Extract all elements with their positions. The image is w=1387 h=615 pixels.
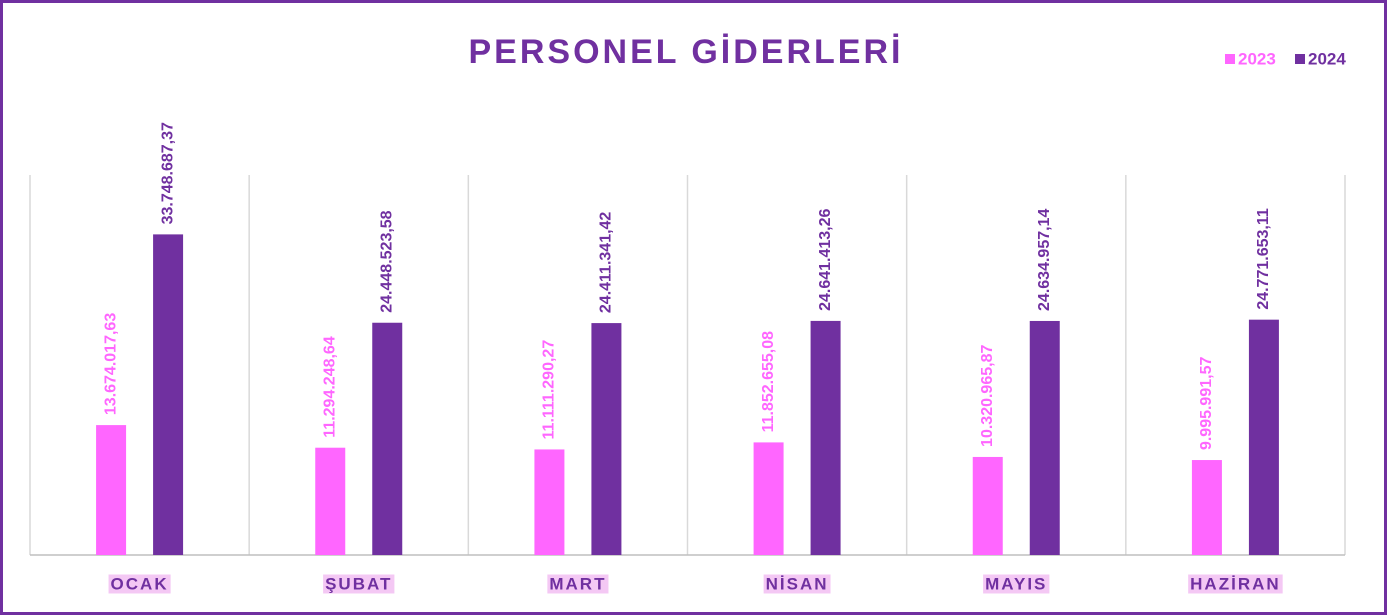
bar — [153, 234, 184, 556]
x-tick-label-bg — [983, 574, 1050, 594]
data-label: 11.111.290,27 — [541, 340, 558, 440]
data-label: 24.771.653,11 — [1255, 208, 1272, 310]
data-label: 24.448.523,58 — [378, 210, 395, 312]
data-label: 24.634.957,14 — [1036, 209, 1053, 311]
x-tick-label-bg — [763, 574, 831, 594]
bar — [591, 323, 622, 555]
bar — [810, 320, 841, 555]
data-label: 11.852.655,08 — [760, 331, 777, 433]
x-tick-label: NİSAN — [766, 574, 829, 593]
legend-label: 2024 — [1308, 49, 1346, 68]
bar — [315, 447, 346, 555]
data-label: 33.748.687,37 — [159, 122, 176, 224]
data-label: 24.411.341,42 — [598, 212, 615, 314]
data-label: 13.674.017,63 — [102, 313, 119, 415]
bar — [753, 442, 784, 555]
x-tick-label: HAZİRAN — [1190, 574, 1281, 593]
bar — [372, 322, 403, 555]
legend-label: 2023 — [1238, 49, 1276, 68]
chart-title: PERSONEL GİDERLERİ — [469, 33, 904, 71]
data-label: 11.294.248,64 — [321, 336, 338, 438]
data-label: 9.995.991,57 — [1198, 357, 1215, 451]
legend-swatch — [1225, 54, 1235, 64]
x-tick-label-bg — [1188, 574, 1283, 594]
legend-swatch — [1295, 54, 1305, 64]
bar — [1248, 319, 1279, 555]
x-tick-label-bg — [323, 574, 395, 594]
bar — [1029, 320, 1060, 555]
x-tick-label-bg — [108, 574, 171, 594]
bar — [1191, 460, 1222, 555]
data-label: 24.641.413,26 — [817, 208, 834, 310]
bar — [972, 456, 1003, 555]
bar — [534, 449, 565, 555]
x-tick-label: OCAK — [111, 574, 169, 593]
x-tick-label: MART — [549, 574, 606, 593]
x-tick-label-bg — [547, 574, 609, 594]
x-tick-label: ŞUBAT — [325, 574, 392, 593]
bar — [96, 425, 127, 555]
x-tick-label: MAYIS — [985, 574, 1047, 593]
data-label: 10.320.965,87 — [979, 345, 996, 447]
